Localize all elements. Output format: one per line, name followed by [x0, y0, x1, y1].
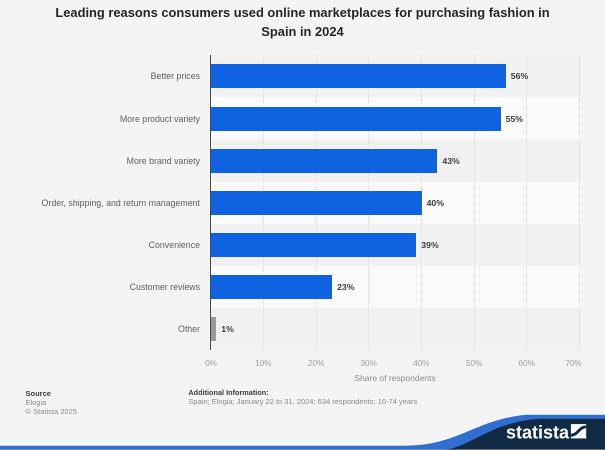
svg-text:statista: statista [506, 422, 570, 442]
